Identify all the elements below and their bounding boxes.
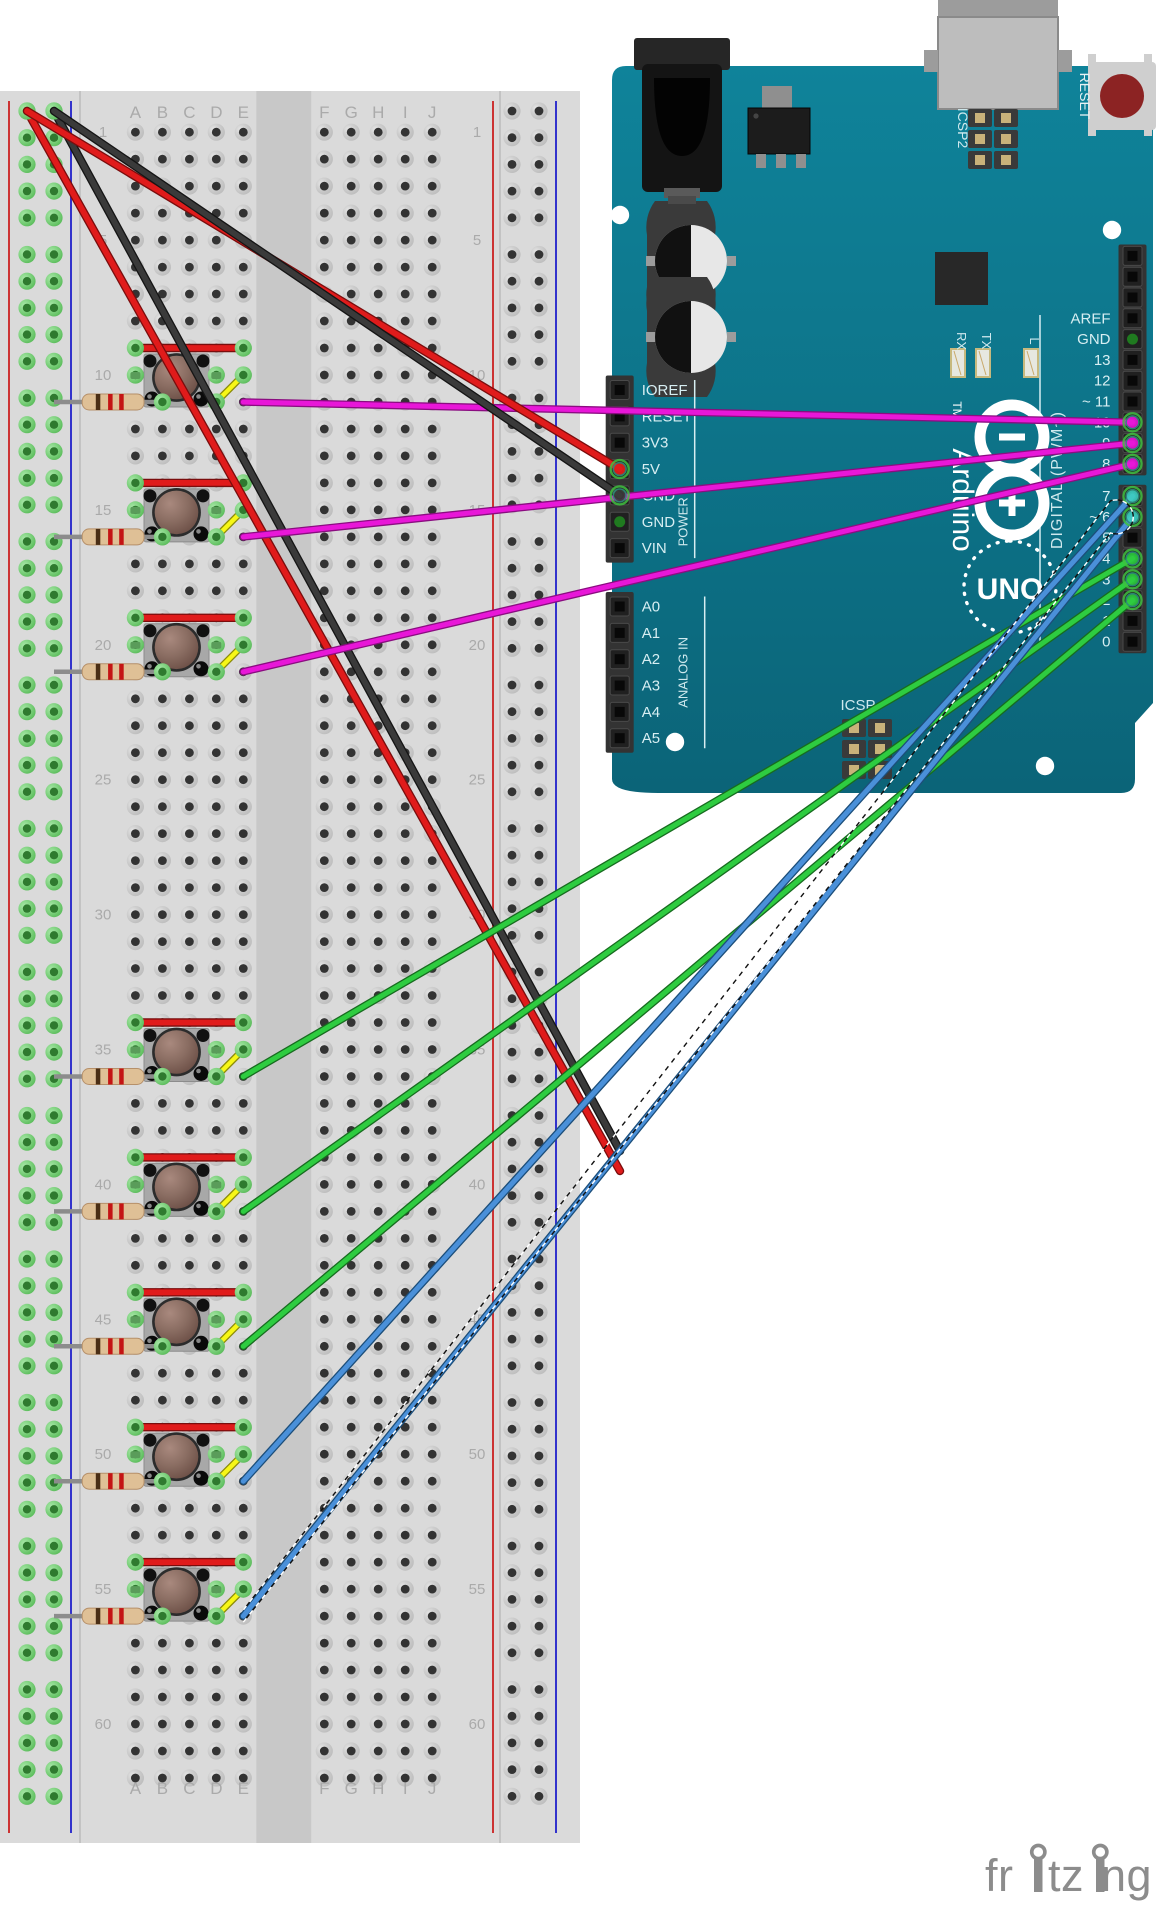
svg-text:F: F: [319, 1779, 329, 1798]
svg-text:TX: TX: [979, 333, 994, 350]
svg-text:55: 55: [95, 1581, 112, 1598]
svg-text:45: 45: [95, 1311, 112, 1328]
svg-text:A4: A4: [642, 704, 660, 721]
svg-text:D: D: [210, 1779, 222, 1798]
svg-text:A0: A0: [642, 599, 660, 616]
svg-text:POWER: POWER: [676, 497, 691, 546]
svg-text:RESET: RESET: [1077, 73, 1093, 120]
svg-text:13: 13: [1094, 352, 1111, 369]
svg-text:A2: A2: [642, 651, 660, 668]
svg-text:~ 11: ~ 11: [1082, 394, 1111, 411]
svg-text:G: G: [345, 103, 358, 122]
svg-text:30: 30: [95, 907, 112, 924]
svg-text:fr: fr: [985, 1850, 1014, 1901]
svg-text:25: 25: [469, 772, 486, 789]
svg-text:20: 20: [95, 637, 112, 654]
svg-text:60: 60: [95, 1716, 112, 1733]
svg-text:25: 25: [95, 772, 112, 789]
svg-text:B: B: [157, 1779, 168, 1798]
svg-text:50: 50: [469, 1446, 486, 1463]
svg-text:40: 40: [469, 1176, 486, 1193]
svg-text:VIN: VIN: [642, 540, 667, 557]
svg-text:A1: A1: [642, 625, 660, 642]
svg-text:J: J: [428, 103, 437, 122]
svg-text:A: A: [130, 1779, 142, 1798]
svg-text:F: F: [319, 103, 329, 122]
svg-text:H: H: [372, 103, 384, 122]
svg-text:55: 55: [469, 1581, 486, 1598]
svg-text:B: B: [157, 103, 168, 122]
svg-text:C: C: [183, 103, 195, 122]
svg-text:15: 15: [95, 502, 112, 519]
svg-text:10: 10: [95, 367, 112, 384]
svg-text:tz: tz: [1048, 1850, 1084, 1901]
svg-text:3V3: 3V3: [642, 435, 669, 452]
svg-text:ng: ng: [1101, 1850, 1152, 1901]
svg-text:1: 1: [473, 124, 481, 141]
svg-text:50: 50: [95, 1446, 112, 1463]
svg-text:40: 40: [95, 1176, 112, 1193]
svg-text:D: D: [210, 103, 222, 122]
svg-text:ICSP2: ICSP2: [955, 108, 971, 149]
svg-text:A5: A5: [642, 730, 660, 747]
svg-text:I: I: [403, 1779, 408, 1798]
svg-text:60: 60: [469, 1716, 486, 1733]
svg-text:5: 5: [473, 232, 481, 249]
svg-text:I: I: [403, 103, 408, 122]
svg-text:5V: 5V: [642, 461, 660, 478]
svg-text:A3: A3: [642, 678, 660, 695]
svg-text:G: G: [345, 1779, 358, 1798]
svg-text:20: 20: [469, 637, 486, 654]
svg-text:ANALOG IN: ANALOG IN: [676, 637, 691, 708]
svg-text:GND: GND: [1077, 331, 1111, 348]
svg-text:IOREF: IOREF: [642, 382, 688, 399]
svg-text:RX: RX: [954, 332, 969, 350]
svg-text:12: 12: [1094, 373, 1111, 390]
svg-text:E: E: [238, 103, 249, 122]
svg-text:C: C: [183, 1779, 195, 1798]
svg-text:35: 35: [95, 1041, 112, 1058]
svg-text:GND: GND: [642, 514, 676, 531]
svg-text:J: J: [428, 1779, 437, 1798]
svg-text:H: H: [372, 1779, 384, 1798]
svg-text:A: A: [130, 103, 142, 122]
svg-text:E: E: [238, 1779, 249, 1798]
svg-text:AREF: AREF: [1070, 310, 1110, 327]
svg-text:0: 0: [1102, 634, 1110, 651]
